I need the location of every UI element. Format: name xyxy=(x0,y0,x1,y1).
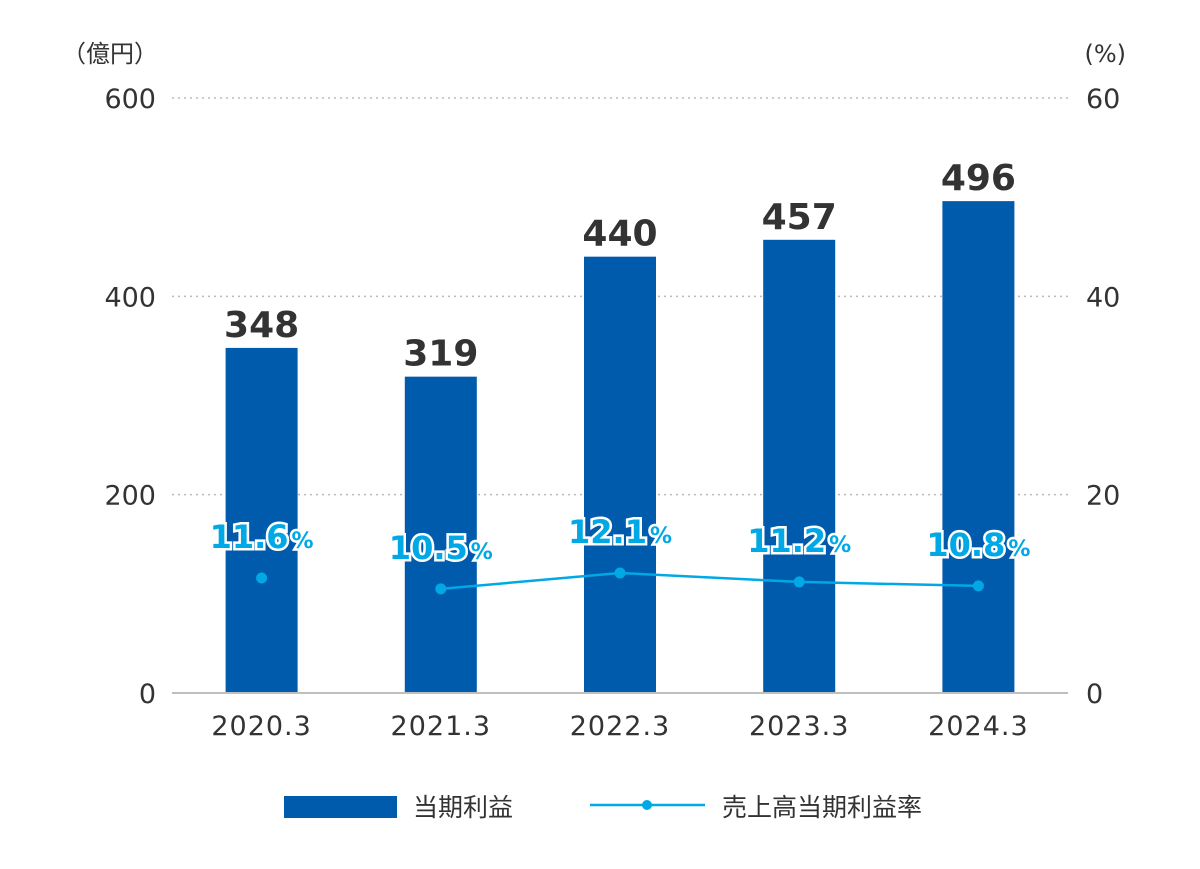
x-tick-label: 2021.3 xyxy=(391,711,491,742)
bar xyxy=(942,201,1015,693)
left-tick-label: 600 xyxy=(104,84,156,115)
line-point xyxy=(256,572,268,584)
bar-value-label: 496 xyxy=(941,158,1016,199)
right-tick-label: 60 xyxy=(1086,84,1120,115)
x-tick-label: 2023.3 xyxy=(749,711,849,742)
bar-value-label: 348 xyxy=(224,305,299,346)
bar-value-label: 440 xyxy=(582,214,657,255)
line-value-label: 11.6% xyxy=(210,518,314,556)
x-tick-label: 2022.3 xyxy=(570,711,670,742)
line-value-label: 12.1% xyxy=(568,513,672,551)
right-axis-ticks: 0 20 40 60 xyxy=(1086,84,1120,710)
x-tick-label: 2020.3 xyxy=(211,711,311,742)
line-value-label: 10.8% xyxy=(926,526,1030,564)
line-value-labels: 11.6% 10.5 % 12.1% 11.2% 10.8% xyxy=(207,511,1033,570)
right-axis-unit: (%) xyxy=(1084,40,1126,68)
line-point xyxy=(793,576,805,588)
right-tick-label: 0 xyxy=(1086,679,1103,710)
bar-value-label: 457 xyxy=(762,197,837,238)
x-axis-labels: 2020.3 2021.3 2022.3 2023.3 2024.3 xyxy=(211,711,1028,742)
bar xyxy=(225,347,298,693)
series-line xyxy=(440,571,979,591)
line-point xyxy=(972,580,984,592)
bar-value-labels: 348 319 440 457 496 xyxy=(224,158,1016,375)
bar xyxy=(584,256,656,693)
bar xyxy=(763,239,836,693)
line-value-label: 11.2% xyxy=(747,522,851,560)
bar-series xyxy=(225,201,1015,693)
right-tick-label: 20 xyxy=(1086,481,1120,512)
legend: 当期利益 売上高当期利益率 xyxy=(284,793,922,822)
line-series xyxy=(256,567,984,595)
left-tick-label: 400 xyxy=(104,282,156,313)
line-point xyxy=(614,567,626,579)
left-axis-unit: （億円） xyxy=(62,40,158,68)
left-tick-label: 200 xyxy=(104,481,156,512)
line-point xyxy=(435,583,447,595)
left-tick-label: 0 xyxy=(139,679,156,710)
legend-line-label: 売上高当期利益率 xyxy=(722,793,922,822)
legend-bar-swatch xyxy=(284,796,397,818)
bar-value-label: 319 xyxy=(403,334,478,375)
x-tick-label: 2024.3 xyxy=(928,711,1028,742)
bar xyxy=(404,376,477,693)
line-value-label: 10.5% xyxy=(389,529,493,567)
left-axis-ticks: 0 200 400 600 xyxy=(104,84,156,710)
legend-line-marker xyxy=(642,800,652,810)
right-tick-label: 40 xyxy=(1086,282,1120,313)
legend-bar-label: 当期利益 xyxy=(413,793,513,822)
